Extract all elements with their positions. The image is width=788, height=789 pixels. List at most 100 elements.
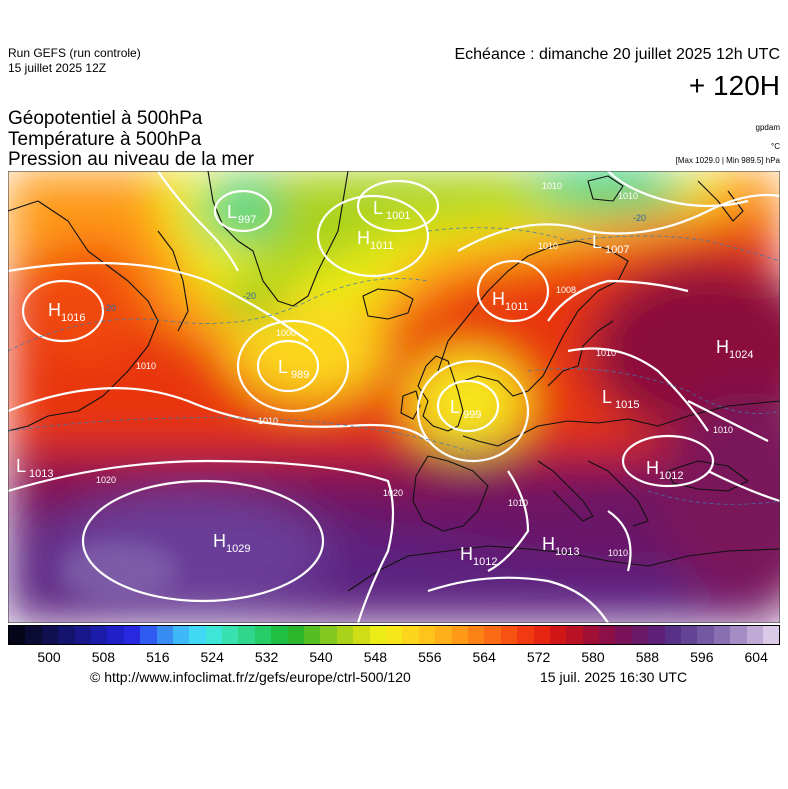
pressure-center-labels: L 997 L 1001 H 1011 L 1007 H 1011 H 1016 L 989 … (16, 198, 753, 568)
svg-text:L: L (592, 232, 602, 252)
svg-text:H: H (542, 534, 555, 554)
color-swatch (697, 626, 714, 644)
iberia-coast (412, 455, 489, 532)
svg-text:997: 997 (238, 214, 256, 226)
isobar-label: 1010 (542, 181, 562, 191)
weather-map: L 997 L 1001 H 1011 L 1007 H 1011 H 1016 L 989 … (8, 171, 780, 623)
color-scale-tick: 548 (363, 649, 388, 665)
isobar-label: 1010 (713, 425, 733, 435)
color-swatch (418, 626, 436, 644)
svg-text:H: H (492, 289, 505, 309)
color-swatch (304, 626, 321, 644)
canada-coast (8, 200, 159, 432)
svg-text:1016: 1016 (61, 312, 85, 324)
temperature-contours (8, 227, 780, 505)
color-swatch (369, 626, 386, 644)
color-swatch (172, 626, 190, 644)
pressure-center: H 1013 (542, 534, 579, 558)
color-swatch (435, 626, 452, 644)
svg-text:1011: 1011 (370, 240, 394, 252)
svg-text:1012: 1012 (659, 470, 683, 482)
forecast-valid-time: Echéance : dimanche 20 juillet 2025 12h … (454, 46, 780, 63)
svg-text:L: L (373, 198, 383, 218)
color-scale-tick: 532 (254, 649, 279, 665)
isobar-label: 1010 (258, 416, 278, 426)
color-scale-tick: 516 (146, 649, 170, 665)
source-credit: © http://www.infoclimat.fr/z/gefs/europe… (90, 669, 411, 685)
pressure-center: L 997 (227, 202, 256, 226)
iceland-coast (362, 288, 414, 320)
color-swatch (582, 626, 600, 644)
run-date: 15 juillet 2025 12Z (8, 61, 107, 75)
color-swatch (517, 626, 534, 644)
color-swatch (238, 626, 255, 644)
color-swatch (123, 626, 141, 644)
color-swatch (451, 626, 468, 644)
novaya-coast (697, 180, 744, 222)
lead-time: + 120H (688, 70, 780, 101)
color-scale-tick: 564 (472, 649, 496, 665)
europe-coast (462, 400, 780, 447)
color-swatch (287, 626, 305, 644)
isobar-label: 1008 (556, 285, 576, 295)
svg-text:L: L (602, 387, 612, 407)
color-swatch (156, 626, 173, 644)
svg-text:1011: 1011 (505, 301, 529, 313)
color-scale-tick: 524 (200, 649, 224, 665)
ireland-coast (400, 390, 421, 420)
title-temperature: Température à 500hPa (8, 129, 202, 150)
color-scale-tick: 572 (526, 649, 551, 665)
color-swatch (467, 626, 485, 644)
isobar-label: 1020 (96, 475, 116, 485)
isobar-label: 1010 (508, 498, 528, 508)
svg-text:1007: 1007 (605, 244, 629, 256)
pressure-center: H 1011 (492, 289, 529, 313)
svg-text:1013: 1013 (29, 468, 53, 480)
color-scale-tick: 604 (744, 649, 768, 665)
isobars (8, 171, 780, 623)
pressure-center: L 1015 (602, 387, 639, 411)
pressure-center: L 1013 (16, 456, 53, 480)
pressure-center: L 999 (450, 397, 481, 421)
generation-timestamp: 15 juil. 2025 16:30 UTC (540, 669, 688, 685)
svg-text:999: 999 (463, 409, 481, 421)
color-swatch (533, 626, 550, 644)
color-scale-tick: 596 (690, 649, 714, 665)
africa-coast (347, 545, 780, 592)
color-swatch (74, 626, 91, 644)
color-swatch (664, 626, 682, 644)
svg-text:1029: 1029 (226, 543, 250, 555)
svg-text:1012: 1012 (473, 556, 497, 568)
svg-text:H: H (646, 458, 659, 478)
isobar-label: 1010 (136, 361, 156, 371)
pressure-center: H 1016 (48, 300, 85, 324)
pressure-center: H 1024 (716, 337, 753, 361)
pressure-min-max: [Max 1029.0 | Min 989.5] hPa (675, 156, 780, 165)
svg-text:1013: 1013 (555, 546, 579, 558)
color-swatch (730, 626, 747, 644)
svg-text:L: L (278, 357, 288, 377)
color-swatch (500, 626, 518, 644)
greenland-coast (207, 171, 349, 307)
color-swatch (189, 626, 206, 644)
unit-geopotential: gpdam (755, 123, 780, 132)
temperature-label: -20 (243, 291, 256, 301)
svg-text:H: H (460, 544, 473, 564)
labrador-coast (157, 230, 189, 332)
color-scale-tick: 588 (635, 649, 660, 665)
color-swatch (713, 626, 731, 644)
isobar-label: 1010 (608, 548, 628, 558)
color-swatch (549, 626, 567, 644)
pressure-center: L 1007 (592, 232, 629, 256)
color-swatch (90, 626, 108, 644)
color-swatch (648, 626, 665, 644)
color-swatch (353, 626, 370, 644)
temperature-labels: -20 -20 -20 (103, 213, 646, 313)
title-pressure: Pression au niveau de la mer (8, 149, 255, 170)
uk-coast (417, 355, 464, 432)
svg-text:L: L (227, 202, 237, 222)
color-swatch (566, 626, 583, 644)
pressure-center: H 1029 (213, 531, 250, 555)
svalbard-coast (587, 175, 624, 202)
color-swatch (681, 626, 698, 644)
